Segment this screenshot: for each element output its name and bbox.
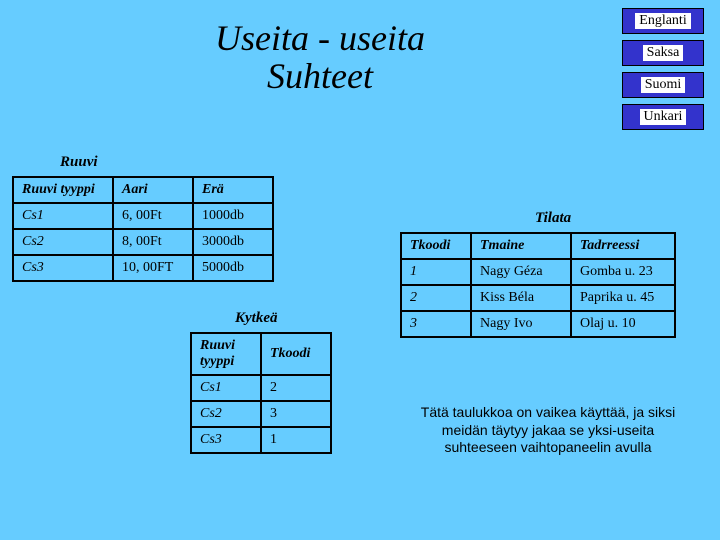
ruuvi-td: 8, 00Ft — [113, 229, 193, 255]
kytkea-td: 3 — [261, 401, 331, 427]
kytkea-td: 1 — [261, 427, 331, 453]
ruuvi-td: Cs1 — [13, 203, 113, 229]
page-title: Useita - useita Suhteet — [180, 20, 460, 96]
table-header-row: Ruuvi tyyppi Aari Erä — [13, 177, 273, 203]
title-line2: Suhteet — [267, 56, 373, 96]
ruuvi-th-0: Ruuvi tyyppi — [13, 177, 113, 203]
table-row: 3 Nagy Ivo Olaj u. 10 — [401, 311, 675, 337]
table-row: 2 Kiss Béla Paprika u. 45 — [401, 285, 675, 311]
lang-saksa-label: Saksa — [643, 45, 684, 61]
kytkea-th-0: Ruuvi tyyppi — [191, 333, 261, 375]
tilata-table: Tkoodi Tmaine Tadrreessi 1 Nagy Géza Gom… — [400, 232, 676, 338]
tilata-td: Gomba u. 23 — [571, 259, 675, 285]
table-row: Cs1 2 — [191, 375, 331, 401]
tilata-td: Nagy Ivo — [471, 311, 571, 337]
ruuvi-td: 3000db — [193, 229, 273, 255]
lang-englanti-label: Englanti — [635, 13, 690, 29]
ruuvi-td: 10, 00FT — [113, 255, 193, 281]
ruuvi-th-1: Aari — [113, 177, 193, 203]
tilata-td: Kiss Béla — [471, 285, 571, 311]
tilata-th-0: Tkoodi — [401, 233, 471, 259]
ruuvi-td: 5000db — [193, 255, 273, 281]
table-row: Cs2 3 — [191, 401, 331, 427]
table-row: Cs2 8, 00Ft 3000db — [13, 229, 273, 255]
ruuvi-td: 1000db — [193, 203, 273, 229]
ruuvi-section-label: Ruuvi — [60, 154, 98, 171]
ruuvi-th-2: Erä — [193, 177, 273, 203]
tilata-td: 3 — [401, 311, 471, 337]
kytkea-section-label: Kytkeä — [235, 310, 278, 327]
kytkea-th-1: Tkoodi — [261, 333, 331, 375]
kytkea-td: Cs3 — [191, 427, 261, 453]
table-header-row: Tkoodi Tmaine Tadrreessi — [401, 233, 675, 259]
kytkea-td: Cs1 — [191, 375, 261, 401]
lang-unkari-button[interactable]: Unkari — [622, 104, 704, 130]
table-row: 1 Nagy Géza Gomba u. 23 — [401, 259, 675, 285]
title-line1: Useita - useita — [215, 18, 425, 58]
tilata-td: Olaj u. 10 — [571, 311, 675, 337]
tilata-section-label: Tilata — [535, 210, 571, 227]
table-row: Cs3 1 — [191, 427, 331, 453]
lang-englanti-button[interactable]: Englanti — [622, 8, 704, 34]
tilata-th-2: Tadrreessi — [571, 233, 675, 259]
lang-suomi-label: Suomi — [641, 77, 686, 93]
kytkea-td: 2 — [261, 375, 331, 401]
ruuvi-td: 6, 00Ft — [113, 203, 193, 229]
kytkea-table: Ruuvi tyyppi Tkoodi Cs1 2 Cs2 3 Cs3 1 — [190, 332, 332, 454]
tilata-td: 1 — [401, 259, 471, 285]
lang-suomi-button[interactable]: Suomi — [622, 72, 704, 98]
table-header-row: Ruuvi tyyppi Tkoodi — [191, 333, 331, 375]
ruuvi-td: Cs2 — [13, 229, 113, 255]
lang-saksa-button[interactable]: Saksa — [622, 40, 704, 66]
table-row: Cs3 10, 00FT 5000db — [13, 255, 273, 281]
table-row: Cs1 6, 00Ft 1000db — [13, 203, 273, 229]
tilata-th-1: Tmaine — [471, 233, 571, 259]
ruuvi-td: Cs3 — [13, 255, 113, 281]
lang-unkari-label: Unkari — [640, 109, 687, 125]
tilata-td: 2 — [401, 285, 471, 311]
tilata-td: Nagy Géza — [471, 259, 571, 285]
note-text: Tätä taulukkoa on vaikea käyttää, ja sik… — [408, 404, 688, 457]
tilata-td: Paprika u. 45 — [571, 285, 675, 311]
kytkea-td: Cs2 — [191, 401, 261, 427]
ruuvi-table: Ruuvi tyyppi Aari Erä Cs1 6, 00Ft 1000db… — [12, 176, 274, 282]
